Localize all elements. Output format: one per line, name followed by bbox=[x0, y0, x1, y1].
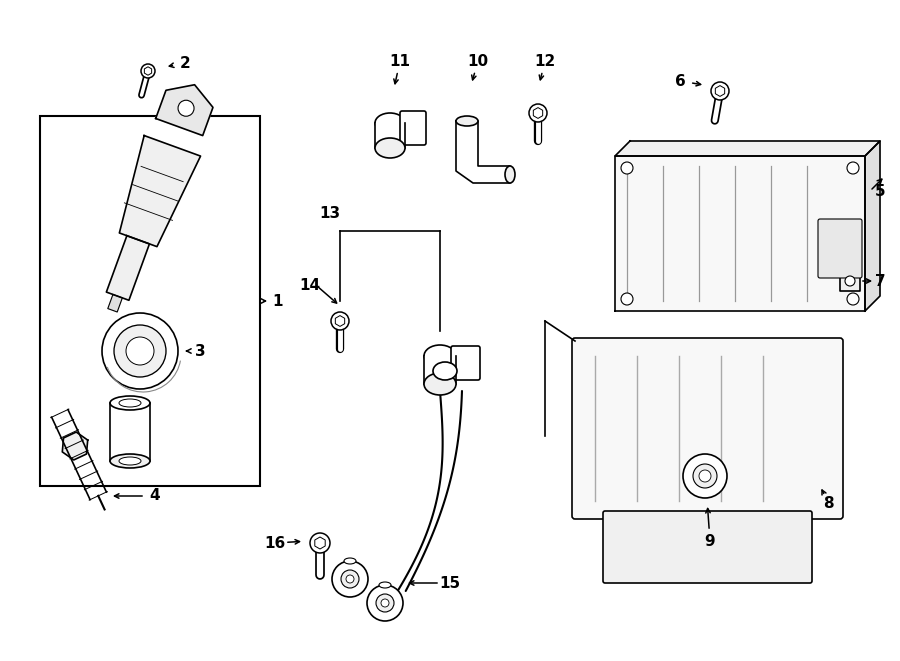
Text: 14: 14 bbox=[300, 278, 320, 293]
Polygon shape bbox=[865, 141, 880, 311]
Text: 10: 10 bbox=[467, 54, 489, 69]
Ellipse shape bbox=[424, 345, 456, 367]
Text: 6: 6 bbox=[675, 73, 686, 89]
Text: 5: 5 bbox=[875, 184, 886, 198]
Circle shape bbox=[847, 293, 859, 305]
Circle shape bbox=[621, 293, 633, 305]
Polygon shape bbox=[615, 156, 865, 311]
Ellipse shape bbox=[379, 582, 391, 588]
Circle shape bbox=[621, 162, 633, 174]
Ellipse shape bbox=[456, 116, 478, 126]
Circle shape bbox=[699, 470, 711, 482]
Text: 3: 3 bbox=[194, 344, 205, 358]
Circle shape bbox=[341, 570, 359, 588]
Polygon shape bbox=[156, 85, 213, 136]
Polygon shape bbox=[456, 121, 510, 183]
Bar bbox=[110, 401, 150, 461]
Circle shape bbox=[847, 162, 859, 174]
FancyBboxPatch shape bbox=[400, 111, 426, 145]
Text: 16: 16 bbox=[265, 535, 285, 551]
Ellipse shape bbox=[375, 138, 405, 158]
Circle shape bbox=[683, 454, 727, 498]
Polygon shape bbox=[615, 141, 880, 156]
Ellipse shape bbox=[424, 373, 456, 395]
Ellipse shape bbox=[505, 166, 515, 183]
Circle shape bbox=[102, 313, 178, 389]
FancyBboxPatch shape bbox=[572, 338, 843, 519]
Ellipse shape bbox=[119, 399, 141, 407]
Polygon shape bbox=[120, 136, 201, 247]
Circle shape bbox=[711, 82, 729, 100]
Text: 1: 1 bbox=[272, 293, 283, 309]
Text: 13: 13 bbox=[320, 206, 340, 221]
Text: 4: 4 bbox=[149, 488, 160, 504]
Ellipse shape bbox=[433, 362, 457, 380]
Ellipse shape bbox=[344, 558, 356, 564]
FancyBboxPatch shape bbox=[451, 346, 480, 380]
Text: 7: 7 bbox=[875, 274, 886, 288]
Circle shape bbox=[367, 585, 403, 621]
Circle shape bbox=[114, 325, 166, 377]
Circle shape bbox=[346, 575, 354, 583]
Polygon shape bbox=[840, 271, 860, 291]
Circle shape bbox=[141, 64, 155, 78]
Text: 2: 2 bbox=[180, 56, 191, 71]
Text: 8: 8 bbox=[823, 496, 833, 510]
Circle shape bbox=[178, 100, 194, 116]
Circle shape bbox=[310, 533, 330, 553]
Circle shape bbox=[693, 464, 717, 488]
Circle shape bbox=[331, 312, 349, 330]
Ellipse shape bbox=[110, 396, 150, 410]
Circle shape bbox=[529, 104, 547, 122]
Circle shape bbox=[126, 337, 154, 365]
Circle shape bbox=[332, 561, 368, 597]
Polygon shape bbox=[62, 432, 87, 460]
Ellipse shape bbox=[119, 457, 141, 465]
FancyBboxPatch shape bbox=[818, 219, 862, 278]
Text: 9: 9 bbox=[705, 533, 716, 549]
FancyBboxPatch shape bbox=[603, 511, 812, 583]
Polygon shape bbox=[106, 236, 149, 300]
Text: 12: 12 bbox=[535, 54, 555, 69]
Bar bbox=[424, 356, 456, 384]
Ellipse shape bbox=[375, 113, 405, 133]
Ellipse shape bbox=[845, 276, 855, 286]
Bar bbox=[375, 123, 405, 148]
Circle shape bbox=[381, 599, 389, 607]
Circle shape bbox=[376, 594, 394, 612]
Text: 15: 15 bbox=[439, 576, 461, 590]
Text: 11: 11 bbox=[390, 54, 410, 69]
Ellipse shape bbox=[110, 454, 150, 468]
Polygon shape bbox=[108, 294, 122, 312]
Bar bbox=[40, 116, 260, 486]
